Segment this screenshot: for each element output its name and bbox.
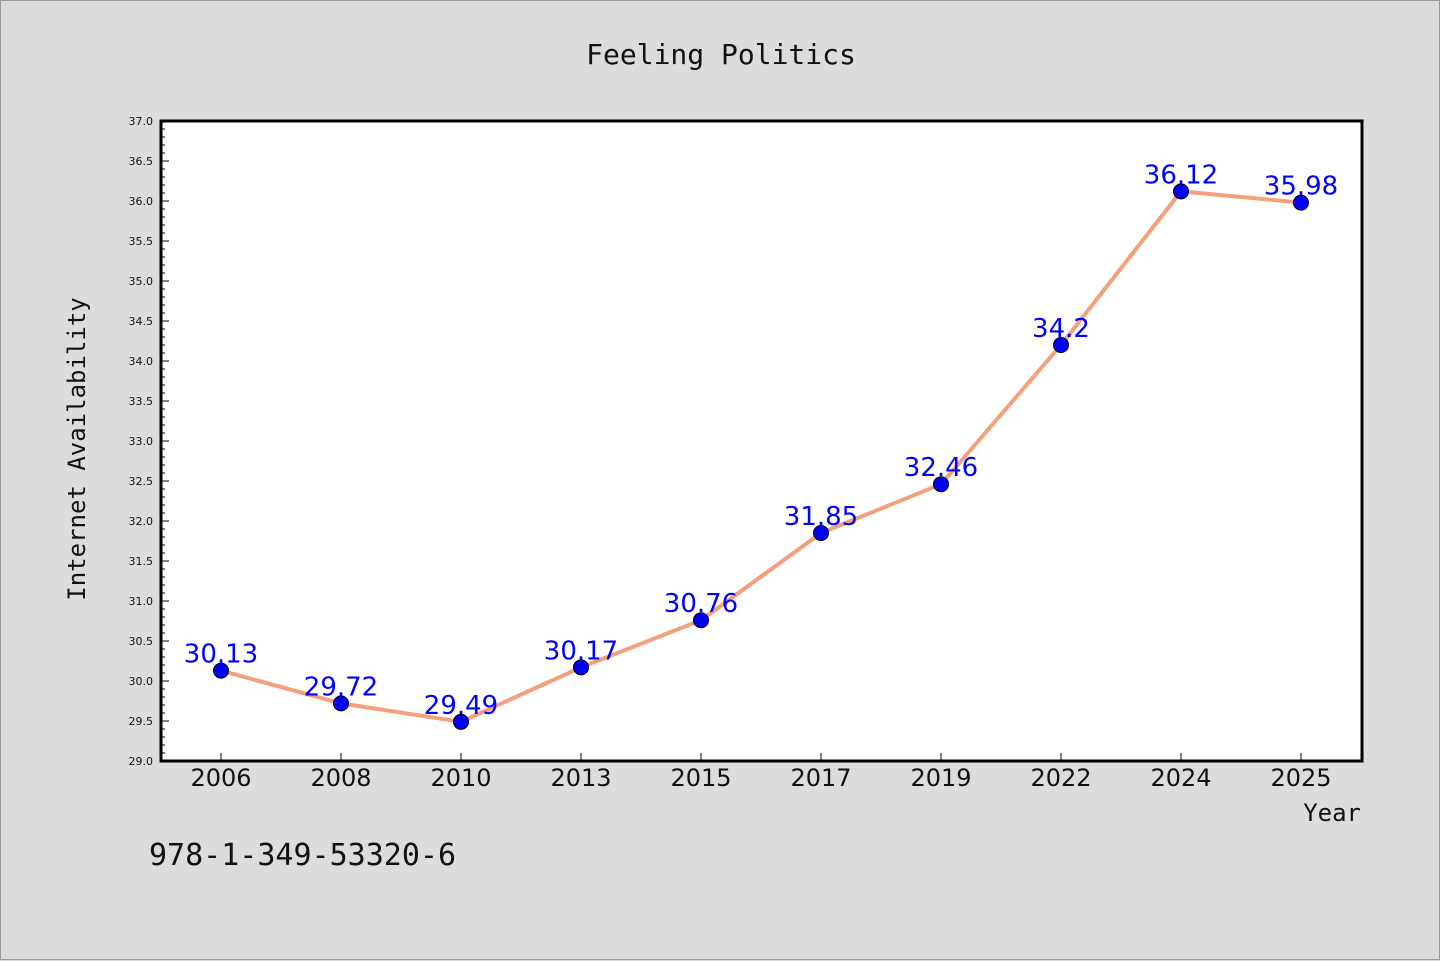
y-tick-label: 36.5 xyxy=(129,155,154,168)
x-tick-label: 2019 xyxy=(910,764,971,792)
y-axis: 29.0 29.5 30.0 30.5 31.0 31.5 32.0 32.5 33.0 33.5… xyxy=(129,115,169,768)
data-label: 30.76 xyxy=(664,589,738,619)
y-axis-label: Internet Availability xyxy=(63,297,91,600)
data-markers xyxy=(213,183,1309,730)
data-label: 31.85 xyxy=(784,502,858,532)
data-point xyxy=(213,662,229,679)
data-label: 29.49 xyxy=(424,691,498,721)
y-tick-label: 29.5 xyxy=(129,715,154,728)
data-labels: 30.13 29.72 29.49 30.17 30.76 31.85 32.46 34.2 3… xyxy=(184,160,1338,720)
chart-title: Feeling Politics xyxy=(586,38,856,71)
data-point xyxy=(573,659,589,676)
y-tick-label: 30.0 xyxy=(129,675,154,688)
x-tick-label: 2015 xyxy=(670,764,731,792)
x-axis: 2006 2008 2010 2013 2015 2017 2019 2022 2024 2025 xyxy=(190,753,1332,792)
x-tick-label: 2010 xyxy=(430,764,491,792)
x-axis-label: Year xyxy=(1303,799,1361,827)
x-tick-label: 2013 xyxy=(550,764,611,792)
data-point xyxy=(693,612,709,629)
y-tick-label: 32.0 xyxy=(129,515,154,528)
data-point xyxy=(1173,183,1189,200)
data-point xyxy=(453,713,469,730)
y-tick-label: 36.0 xyxy=(129,195,154,208)
x-tick-label: 2006 xyxy=(190,764,251,792)
y-tick-label: 33.5 xyxy=(129,395,154,408)
y-tick-label: 31.0 xyxy=(129,595,154,608)
data-label: 34.2 xyxy=(1032,314,1090,344)
data-point xyxy=(1293,194,1309,211)
data-point xyxy=(813,525,829,541)
y-tick-label: 31.5 xyxy=(129,555,154,568)
x-tick-label: 2022 xyxy=(1030,764,1091,792)
y-tick-label: 33.0 xyxy=(129,435,154,448)
data-label: 29.72 xyxy=(304,672,378,702)
x-tick-label: 2024 xyxy=(1150,764,1211,792)
data-label: 36.12 xyxy=(1144,160,1218,190)
data-label: 32.46 xyxy=(904,453,978,483)
data-label: 35.98 xyxy=(1264,172,1338,202)
x-tick-label: 2017 xyxy=(790,764,851,792)
data-point xyxy=(1053,337,1069,353)
x-tick-label: 2008 xyxy=(310,764,371,792)
data-label: 30.13 xyxy=(184,640,258,670)
y-tick-label: 29.0 xyxy=(129,755,154,768)
y-tick-label: 30.5 xyxy=(129,635,154,648)
y-tick-label: 35.5 xyxy=(129,235,154,248)
y-tick-label: 34.5 xyxy=(129,315,154,328)
data-point xyxy=(333,695,349,712)
series-line xyxy=(220,189,1302,724)
x-tick-label: 2025 xyxy=(1270,764,1331,792)
plot-area xyxy=(159,119,1364,763)
y-tick-label: 35.0 xyxy=(129,275,154,288)
isbn-text: 978-1-349-53320-6 xyxy=(149,838,456,873)
y-tick-label: 37.0 xyxy=(129,115,154,128)
data-label: 30.17 xyxy=(544,636,618,666)
y-tick-label: 32.5 xyxy=(129,475,154,488)
y-tick-label: 34.0 xyxy=(129,355,154,368)
data-point xyxy=(933,476,949,493)
